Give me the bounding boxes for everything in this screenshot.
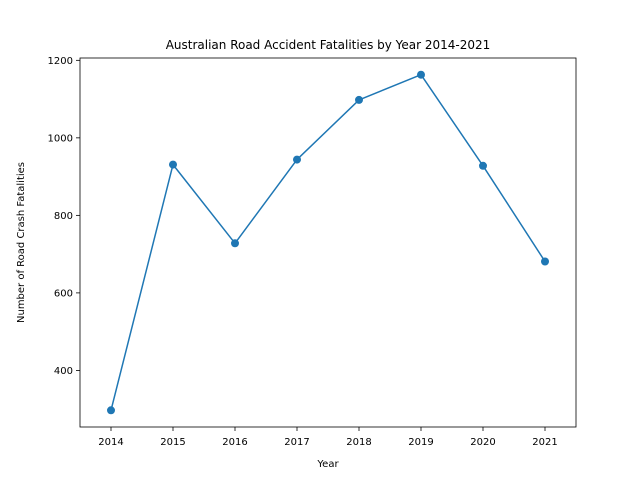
x-tick-label: 2020: [470, 437, 495, 448]
x-axis-label: Year: [316, 459, 339, 470]
plot-area: [107, 70, 549, 415]
data-point: [479, 161, 487, 170]
y-axis: 400 600 800 1000 1200: [48, 56, 80, 377]
axes-frame: [79, 57, 577, 428]
x-axis: 2014 2015 2016 2017 2018 2019 2020 2021: [98, 427, 558, 448]
chart-title: Australian Road Accident Fatalities by Y…: [166, 38, 491, 52]
series-line: [110, 73, 546, 411]
x-tick-label: 2018: [346, 437, 371, 448]
x-tick-label: 2014: [98, 437, 123, 448]
y-tick-label: 600: [54, 288, 73, 299]
x-tick-label: 2015: [160, 437, 185, 448]
x-tick-label: 2016: [222, 437, 247, 448]
x-tick-label: 2019: [408, 437, 433, 448]
data-point: [169, 160, 177, 169]
data-point: [355, 95, 363, 104]
y-tick-label: 1200: [48, 56, 73, 67]
y-tick-label: 400: [54, 366, 73, 377]
x-tick-label: 2017: [284, 437, 309, 448]
y-tick-label: 1000: [48, 133, 73, 144]
data-point: [231, 239, 239, 248]
data-point: [107, 406, 115, 415]
y-tick-label: 800: [54, 211, 73, 222]
data-point: [541, 257, 549, 266]
data-point: [417, 70, 425, 79]
y-axis-label: Number of Road Crash Fatalities: [16, 162, 27, 323]
x-tick-label: 2021: [532, 437, 557, 448]
data-point: [293, 155, 301, 164]
